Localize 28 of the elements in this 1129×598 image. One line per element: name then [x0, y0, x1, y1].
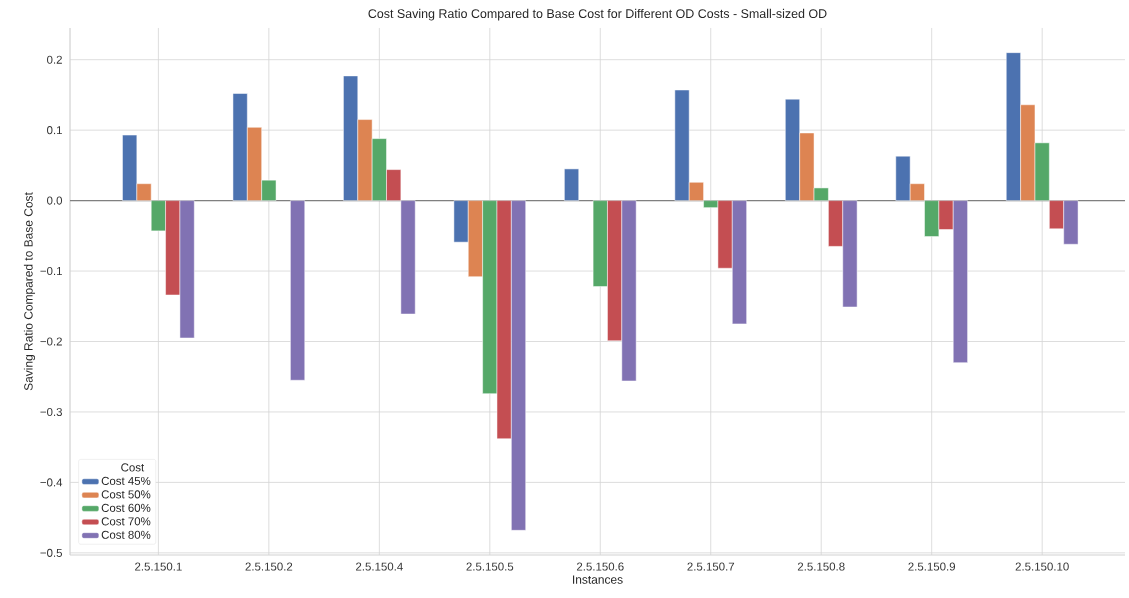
x-tick-label: 2.5.150.5	[466, 562, 514, 571]
x-axis-title: Instances	[573, 575, 623, 584]
legend-title: Cost	[121, 463, 145, 472]
y-tick-label: −0.5	[40, 548, 63, 557]
legend-label: Cost 60%	[101, 503, 151, 512]
x-tick-label: 2.5.150.10	[1015, 562, 1069, 571]
y-tick-label: 0.1	[47, 126, 62, 135]
bar	[564, 168, 579, 201]
y-tick-label: −0.3	[40, 407, 62, 417]
x-tick-label: 2.5.150.8	[797, 562, 845, 571]
y-tick-label: 0.0	[47, 196, 63, 205]
legend-label: Cost 50%	[101, 490, 151, 499]
legend-label: Cost 70%	[101, 517, 151, 526]
chart-title: Cost Saving Ratio Compared to Base Cost for Different OD Costs - Small-sized OD	[368, 8, 827, 21]
x-tick-label: 2.5.150.1	[135, 562, 182, 571]
x-tick-label: 2.5.150.4	[356, 562, 403, 571]
legend-label: Cost 80%	[101, 530, 151, 539]
legend-label: Cost 45%	[101, 476, 151, 485]
x-tick-label: 2.5.150.9	[908, 562, 956, 571]
y-tick-label: −0.2	[40, 337, 62, 346]
bar	[290, 200, 306, 381]
y-tick-label: −0.4	[40, 478, 63, 487]
x-tick-label: 2.5.150.6	[576, 562, 624, 571]
x-tick-label: 2.5.150.2	[245, 562, 293, 571]
y-tick-label: 0.2	[47, 55, 62, 64]
y-axis-title: Saving Ratio Compared to Base Cost	[23, 192, 36, 391]
y-tick-label: −0.1	[40, 267, 62, 276]
x-tick-label: 2.5.150.7	[687, 562, 735, 571]
